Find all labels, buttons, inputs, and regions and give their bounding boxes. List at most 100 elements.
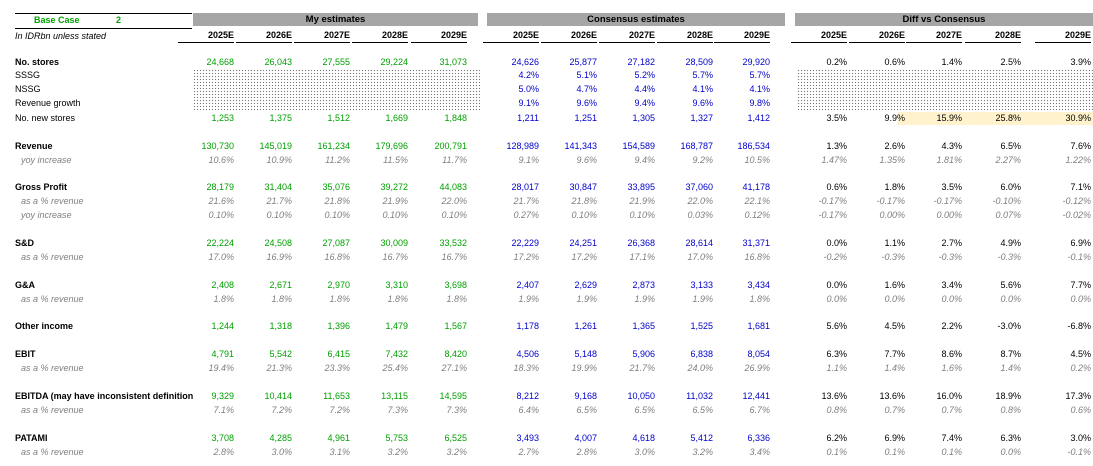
cell-diff[interactable]: 1.22% xyxy=(1065,155,1091,165)
cell-cons[interactable]: 4.4% xyxy=(634,84,655,94)
cell-diff[interactable]: 2.6% xyxy=(884,141,905,151)
cell-diff[interactable]: 6.5% xyxy=(1000,141,1021,151)
cell-mine[interactable]: 1.8% xyxy=(213,294,234,304)
cell-mine[interactable]: 1,375 xyxy=(269,113,292,123)
cell-cons[interactable]: 9.6% xyxy=(576,155,597,165)
cell-diff[interactable]: 1.6% xyxy=(941,363,962,373)
cell-mine[interactable]: 21.9% xyxy=(382,196,408,206)
cell-mine[interactable]: 13,115 xyxy=(381,391,408,401)
cell-cons[interactable]: 186,534 xyxy=(737,141,770,151)
cell-mine[interactable]: 10.9% xyxy=(266,155,292,165)
cell-mine[interactable]: 21.6% xyxy=(208,196,234,206)
cell-diff[interactable]: -0.10% xyxy=(992,196,1021,206)
cell-mine[interactable]: 31,073 xyxy=(439,57,467,67)
cell-cons[interactable]: 6.5% xyxy=(576,405,597,415)
cell-mine[interactable]: 0.10% xyxy=(266,210,292,220)
cell-mine[interactable]: 179,696 xyxy=(375,141,408,151)
cell-mine[interactable]: 2,970 xyxy=(327,280,350,290)
cell-cons[interactable]: 41,178 xyxy=(742,182,770,192)
cell-cons[interactable]: 5.7% xyxy=(692,70,713,80)
cell-mine[interactable]: 24,668 xyxy=(206,57,234,67)
cell-mine[interactable]: 3,698 xyxy=(444,280,467,290)
cell-mine[interactable]: 1,318 xyxy=(269,321,292,331)
cell-cons[interactable]: 1,365 xyxy=(632,321,655,331)
cell-diff[interactable]: 0.6% xyxy=(884,57,905,67)
cell-mine[interactable]: 1,244 xyxy=(211,321,234,331)
cell-mine[interactable]: 11.2% xyxy=(325,155,350,165)
cell-cons[interactable]: 21.9% xyxy=(629,196,655,206)
cell-diff[interactable] xyxy=(849,69,905,81)
cell-cons[interactable]: 28,017 xyxy=(511,182,539,192)
cell-cons[interactable]: 1,412 xyxy=(747,113,770,123)
cell-cons[interactable]: 5,906 xyxy=(632,349,655,359)
cell-mine[interactable] xyxy=(178,69,234,81)
cell-mine[interactable]: 24,508 xyxy=(264,238,292,248)
cell-cons[interactable]: 0.10% xyxy=(629,210,655,220)
cell-diff[interactable]: 6.9% xyxy=(884,433,905,443)
cell-diff[interactable]: 4.5% xyxy=(1070,349,1091,359)
cell-cons[interactable]: 3.4% xyxy=(749,447,770,457)
cell-diff[interactable]: 1.1% xyxy=(884,238,905,248)
cell-cons[interactable]: 1,305 xyxy=(632,113,655,123)
cell-cons[interactable]: 1,251 xyxy=(574,113,597,123)
cell-cons[interactable]: 6,336 xyxy=(747,433,770,443)
cell-mine[interactable]: 21.7% xyxy=(266,196,292,206)
cell-diff[interactable]: 0.00% xyxy=(879,210,905,220)
cell-mine[interactable]: 5,542 xyxy=(269,349,292,359)
cell-diff[interactable]: 1.4% xyxy=(941,57,962,67)
cell-mine[interactable]: 9,329 xyxy=(211,391,234,401)
cell-cons[interactable]: 24,626 xyxy=(511,57,539,67)
cell-cons[interactable]: 21.7% xyxy=(629,363,655,373)
cell-mine[interactable]: 3,708 xyxy=(211,433,234,443)
cell-mine[interactable] xyxy=(236,69,292,81)
cell-diff[interactable]: 18.9% xyxy=(995,391,1021,401)
cell-diff[interactable]: 1.4% xyxy=(884,363,905,373)
cell-cons[interactable]: 10,050 xyxy=(627,391,655,401)
cell-cons[interactable]: 5,412 xyxy=(690,433,713,443)
cell-mine[interactable]: 0.10% xyxy=(324,210,350,220)
cell-mine[interactable]: 1.8% xyxy=(329,294,350,304)
cell-mine[interactable]: 1,669 xyxy=(385,113,408,123)
cell-diff[interactable]: 2.7% xyxy=(941,238,962,248)
cell-cons[interactable]: 21.8% xyxy=(571,196,597,206)
cell-mine[interactable]: 0.10% xyxy=(382,210,408,220)
cell-diff[interactable]: 25.8% xyxy=(995,113,1021,123)
cell-cons[interactable]: 1,327 xyxy=(690,113,713,123)
cell-mine[interactable]: 19.4% xyxy=(208,363,234,373)
cell-mine[interactable]: 16.7% xyxy=(382,252,408,262)
cell-mine[interactable]: 3,310 xyxy=(385,280,408,290)
cell-diff[interactable]: 16.0% xyxy=(936,391,962,401)
cell-mine[interactable]: 6,525 xyxy=(444,433,467,443)
cell-mine[interactable]: 1,848 xyxy=(444,113,467,123)
cell-mine[interactable] xyxy=(294,83,350,95)
cell-diff[interactable]: 1.3% xyxy=(826,141,847,151)
cell-diff[interactable]: 0.7% xyxy=(941,405,962,415)
cell-cons[interactable]: 17.2% xyxy=(513,252,539,262)
cell-diff[interactable] xyxy=(791,69,847,81)
cell-mine[interactable]: 22.0% xyxy=(441,196,467,206)
cell-diff[interactable]: 17.3% xyxy=(1065,391,1091,401)
cell-cons[interactable]: 3,434 xyxy=(747,280,770,290)
cell-diff[interactable]: 5.6% xyxy=(826,321,847,331)
cell-mine[interactable]: 4,961 xyxy=(327,433,350,443)
cell-diff[interactable]: 8.7% xyxy=(1000,349,1021,359)
cell-diff[interactable] xyxy=(906,83,962,95)
cell-diff[interactable]: 4.3% xyxy=(941,141,962,151)
cell-cons[interactable]: 2.8% xyxy=(576,447,597,457)
cell-mine[interactable]: 7.2% xyxy=(271,405,292,415)
cell-diff[interactable]: 3.0% xyxy=(1070,433,1091,443)
cell-mine[interactable] xyxy=(352,69,408,81)
cell-diff[interactable] xyxy=(965,97,1021,109)
cell-mine[interactable]: 27,555 xyxy=(322,57,350,67)
cell-cons[interactable]: 0.27% xyxy=(513,210,539,220)
cell-mine[interactable]: 0.10% xyxy=(441,210,467,220)
cell-cons[interactable]: 0.03% xyxy=(687,210,713,220)
cell-mine[interactable]: 33,532 xyxy=(439,238,467,248)
cell-cons[interactable]: 29,920 xyxy=(742,57,770,67)
cell-diff[interactable] xyxy=(849,97,905,109)
cell-cons[interactable]: 22.1% xyxy=(744,196,770,206)
cell-cons[interactable]: 1,178 xyxy=(516,321,539,331)
cell-diff[interactable]: -0.17% xyxy=(818,210,847,220)
cell-cons[interactable]: 4,007 xyxy=(574,433,597,443)
cell-cons[interactable]: 1.9% xyxy=(692,294,713,304)
